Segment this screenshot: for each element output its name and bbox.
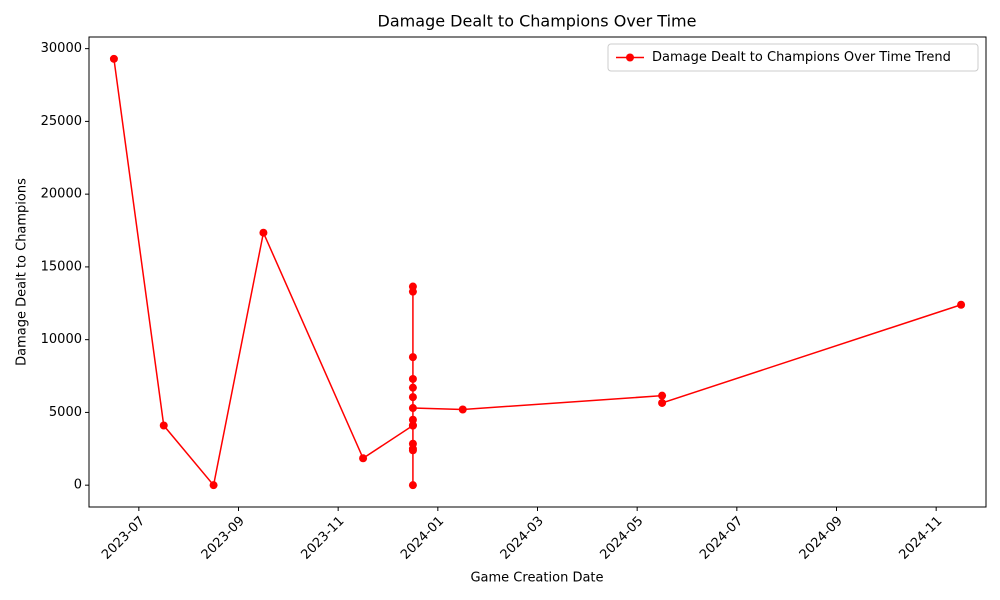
y-tick-label: 20000 (41, 187, 82, 202)
legend-box (607, 43, 979, 72)
y-tick-label: 0 (74, 478, 82, 493)
data-point (408, 421, 417, 430)
data-point (359, 454, 368, 463)
data-point (658, 398, 667, 407)
data-point (408, 439, 417, 448)
data-point (408, 383, 417, 392)
data-point (408, 446, 417, 455)
y-axis-label: Damage Dealt to Champions (15, 178, 30, 366)
data-point (408, 481, 417, 490)
data-point (408, 404, 417, 413)
data-point (259, 228, 268, 237)
data-point (408, 393, 417, 402)
x-axis-label: Game Creation Date (470, 571, 603, 586)
y-tick-label: 5000 (49, 405, 82, 420)
legend-label: Damage Dealt to Champions Over Time Tren… (652, 50, 951, 65)
legend-marker (626, 53, 634, 62)
data-point (658, 391, 667, 400)
data-point (209, 481, 218, 490)
y-tick-label: 15000 (41, 259, 82, 274)
data-point (408, 374, 417, 383)
data-point (458, 405, 467, 414)
y-tick-label: 25000 (41, 114, 82, 129)
chart-title: Damage Dealt to Champions Over Time (378, 12, 697, 31)
y-tick-label: 30000 (41, 41, 82, 56)
y-tick-label: 10000 (41, 332, 82, 347)
data-point (408, 353, 417, 362)
data-point (957, 300, 966, 309)
data-point (159, 421, 168, 430)
data-point (109, 54, 118, 63)
data-point (408, 282, 417, 291)
data-point (408, 415, 417, 424)
